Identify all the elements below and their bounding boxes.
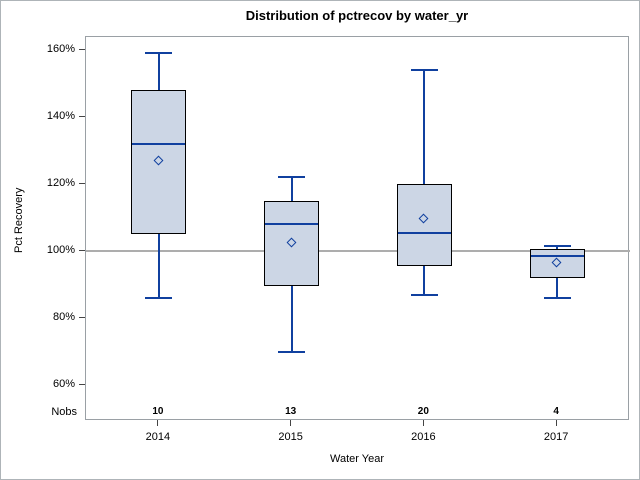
y-tick-mark (79, 116, 85, 117)
y-tick-label: 160% (46, 43, 75, 55)
x-tick-label: 2017 (543, 431, 569, 443)
y-tick-label: 80% (52, 311, 75, 323)
y-tick-label: 120% (46, 177, 75, 189)
y-tick-mark (79, 384, 85, 385)
y-tick-mark (79, 183, 85, 184)
nobs-value: 4 (553, 406, 559, 417)
median-line (397, 231, 451, 234)
iqr-box (396, 184, 452, 267)
reference-line (86, 250, 630, 252)
iqr-box (264, 200, 320, 287)
whisker-cap-bottom (543, 296, 571, 299)
whisker-cap-bottom (278, 350, 306, 353)
whisker-cap-bottom (145, 296, 173, 299)
x-tick-mark (422, 420, 424, 426)
x-axis-title: Water Year (329, 453, 384, 465)
chart-title: Distribution of pctrecov by water_yr (245, 8, 469, 23)
whisker-cap-top (410, 69, 438, 72)
y-tick-mark (79, 250, 85, 251)
median-line (530, 255, 584, 258)
x-tick-label: 2015 (278, 431, 303, 443)
whisker-cap-top (145, 52, 173, 55)
iqr-box (529, 249, 585, 278)
y-tick-label: 60% (52, 378, 75, 390)
whisker-line (423, 70, 426, 295)
y-tick-label: 140% (46, 110, 75, 122)
x-tick-label: 2014 (145, 431, 171, 443)
median-line (132, 142, 186, 145)
x-tick-label: 2016 (411, 431, 436, 443)
nobs-row-label: Nobs (51, 406, 77, 418)
nobs-value: 20 (417, 406, 429, 417)
whisker-cap-bottom (410, 293, 438, 296)
x-tick-mark (290, 420, 292, 426)
iqr-box (131, 90, 187, 235)
nobs-value: 10 (152, 406, 164, 417)
nobs-value: 13 (285, 406, 297, 417)
plot-area (85, 36, 630, 420)
y-tick-label: 100% (46, 244, 75, 256)
whisker-cap-top (278, 176, 306, 179)
median-line (265, 223, 319, 226)
y-tick-mark (79, 49, 85, 50)
x-tick-mark (157, 420, 159, 426)
x-tick-mark (555, 420, 557, 426)
y-tick-mark (79, 317, 85, 318)
whisker-cap-top (543, 244, 571, 247)
